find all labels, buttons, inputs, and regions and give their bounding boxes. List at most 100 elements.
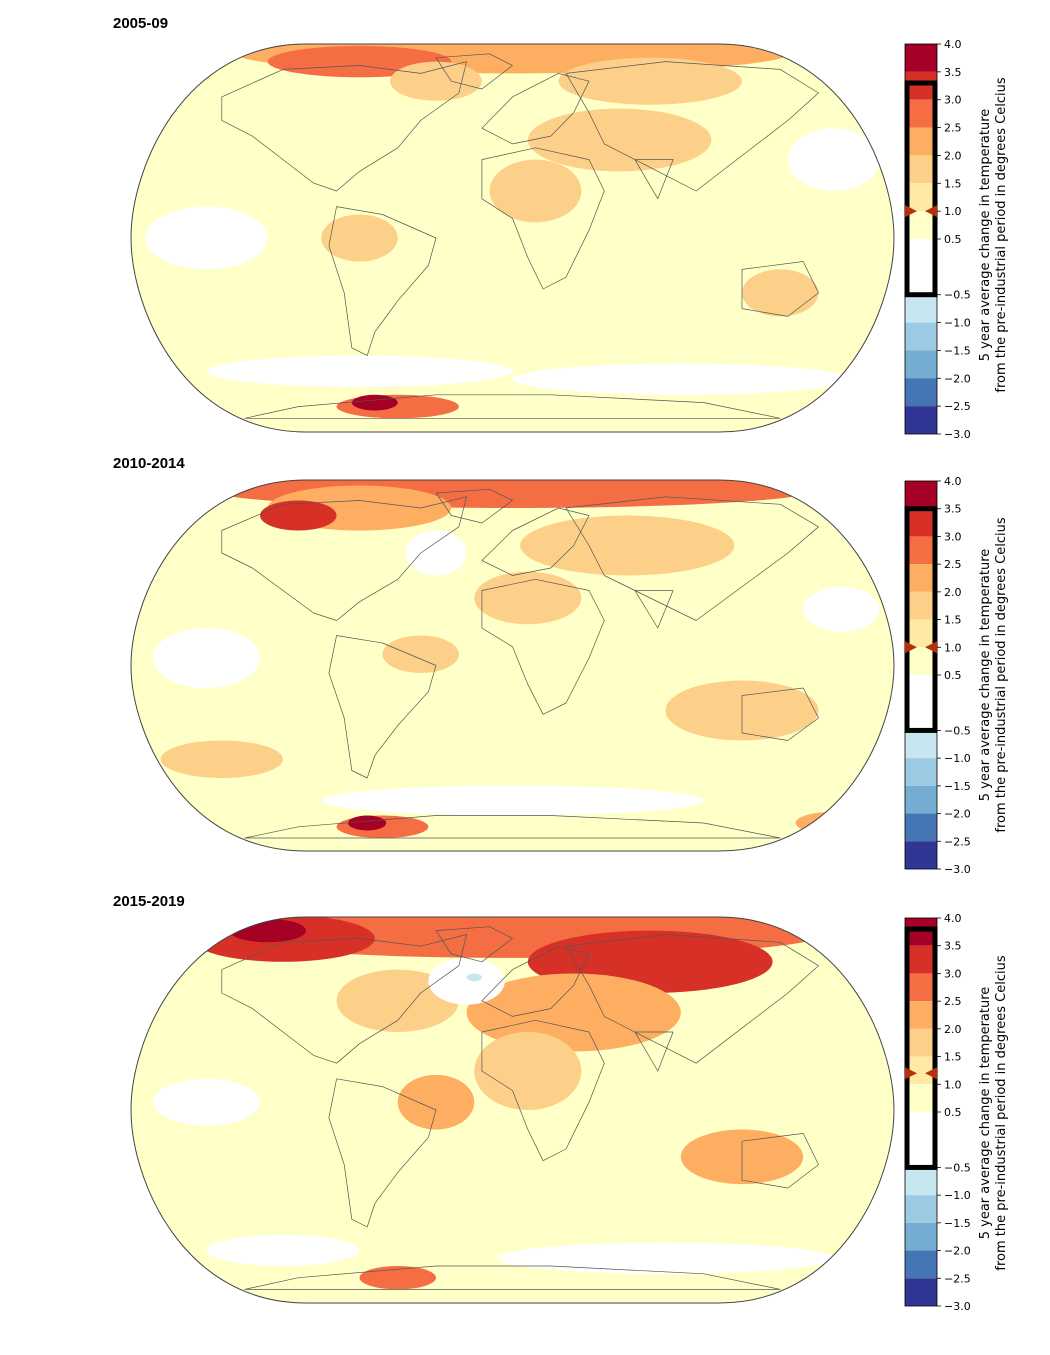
- colorbar-band: [905, 44, 937, 72]
- colorbar-band: [905, 675, 937, 731]
- continent-outline-africa: [481, 147, 605, 290]
- temperature-anomaly-region: [466, 973, 681, 1052]
- temperature-anomaly-region: [348, 815, 387, 831]
- temperature-anomaly-region: [558, 57, 742, 105]
- colorbar-tick-label: −2.0: [944, 808, 971, 821]
- colorbar-highlight-frame: [904, 926, 938, 1170]
- colorbar-tick-label: 1.5: [944, 1051, 962, 1064]
- temperature-anomaly-region: [152, 1078, 261, 1126]
- temperature-anomaly-region: [206, 355, 513, 387]
- colorbar-tick-label: 4.0: [944, 912, 962, 925]
- colorbar-tick-label: 3.0: [944, 967, 962, 980]
- colorbar-caption-line2: from the pre-industrial period in degree…: [994, 955, 1009, 1271]
- temperature-anomaly-region: [527, 108, 712, 172]
- colorbar-tick-label: 3.5: [944, 503, 962, 516]
- continent-outline-southAmerica: [328, 206, 437, 356]
- continent-outline-asia: [565, 934, 819, 1064]
- colorbar-tick-label: −1.0: [944, 1189, 971, 1202]
- colorbar-caption-line1: 5 year average change in temperature: [978, 986, 993, 1240]
- panel-2010-2014: 2010-2014 4.0 3.5 3.0 2.5 2.0 1.5 1.0 0.5 −0.5 −1…: [113, 455, 1035, 876]
- colorbar-tick-label: 1.0: [944, 1078, 962, 1091]
- colorbar-svg: 4.0 3.5 3.0 2.5 2.0 1.5 1.0 0.5 −0.5 −1.0 −1.5 −2.0…: [904, 38, 971, 441]
- colorbar-svg: 4.0 3.5 3.0 2.5 2.0 1.5 1.0 0.5 −0.5 −1.0 −1.5 −2.0…: [904, 912, 971, 1313]
- colorbar-band: [905, 183, 937, 212]
- colorbar-tick-label: 3.0: [944, 530, 962, 543]
- colorbar-marker-right: [925, 641, 937, 654]
- colorbar-band: [905, 619, 937, 648]
- colorbar-tick-label: 1.5: [944, 614, 962, 627]
- colorbar-tick-label: 2.0: [944, 1023, 962, 1036]
- temperature-anomaly-region: [474, 1032, 582, 1110]
- temperature-anomaly-region: [803, 586, 880, 632]
- temperature-anomaly-region: [160, 740, 283, 778]
- colorbar-band: [905, 647, 937, 675]
- colorbar-band: [905, 481, 937, 509]
- continent-outline-northAmerica: [221, 934, 467, 1064]
- continent-outline-antarctica: [244, 815, 781, 839]
- colorbar-band: [905, 294, 937, 323]
- continent-outline-antarctica: [244, 394, 781, 419]
- continent-outline-australia: [741, 687, 819, 741]
- colorbar-band: [905, 758, 937, 786]
- colorbar-tick-label: 1.5: [944, 177, 962, 190]
- temperature-anomaly-region: [489, 159, 582, 223]
- panel-title: 2005-09: [113, 15, 169, 32]
- continent-outline-greenland: [435, 53, 513, 90]
- colorbar-tick-label: 2.5: [944, 995, 962, 1008]
- map-border: [130, 43, 895, 433]
- colorbar-band: [905, 945, 937, 974]
- colorbar-band: [905, 813, 937, 842]
- colorbar: 4.0 3.5 3.0 2.5 2.0 1.5 1.0 0.5 −0.5 −1.0 −1.5 −2.0…: [904, 38, 1035, 441]
- colorbar-tick-label: −2.5: [944, 835, 971, 848]
- temperature-anomaly-region: [152, 628, 261, 688]
- colorbar-band: [905, 1250, 937, 1279]
- colorbar-tick-label: −1.0: [944, 752, 971, 765]
- panel-2005-09: 2005-09 4.0 3.5 3.0 2.5 2.0 1.5 1.0 0.5 −0.5 −1.0…: [0, 0, 1050, 441]
- colorbar-marker-right: [925, 1067, 937, 1080]
- temperature-anomaly-region: [520, 515, 735, 576]
- colorbar-band: [905, 730, 937, 759]
- colorbar-tick-label: −0.5: [944, 724, 971, 737]
- colorbar-tick-label: −2.5: [944, 400, 971, 413]
- temperature-anomaly-region: [474, 571, 582, 625]
- colorbar-band: [905, 564, 937, 592]
- colorbar-tick-label: 0.5: [944, 1106, 962, 1119]
- colorbar-marker-right: [925, 205, 937, 218]
- temperature-anomaly-region: [397, 1074, 475, 1130]
- colorbar-band: [905, 350, 937, 379]
- colorbar-svg: 4.0 3.5 3.0 2.5 2.0 1.5 1.0 0.5 −0.5 −1.0 −1.5 −2.0…: [904, 475, 971, 876]
- temperature-anomaly-region: [466, 973, 482, 982]
- colorbar-band: [905, 1001, 937, 1029]
- continent-outline-europe: [481, 73, 590, 145]
- map-border: [130, 916, 895, 1304]
- continent-outline-greenland: [435, 488, 513, 524]
- temperature-anomaly-region: [787, 128, 880, 191]
- temperature-anomaly-region: [145, 206, 268, 270]
- continent-outline-australia: [741, 261, 819, 317]
- colorbar-tick-label: 0.5: [944, 669, 962, 682]
- map-border: [130, 479, 895, 852]
- continent-outline-africa: [481, 578, 605, 715]
- colorbar-tick-label: 3.5: [944, 940, 962, 953]
- colorbar: 4.0 3.5 3.0 2.5 2.0 1.5 1.0 0.5 −0.5 −1.0 −1.5 −2.0…: [904, 912, 1035, 1313]
- continent-outline-southAmerica: [328, 635, 437, 779]
- colorbar-band: [905, 918, 937, 946]
- temperature-anomaly-region: [497, 1242, 834, 1274]
- colorbar-tick-label: 2.5: [944, 122, 962, 135]
- temperature-anomaly-region: [206, 1234, 360, 1266]
- colorbar-band: [905, 127, 937, 156]
- colorbar-tick-label: 4.0: [944, 475, 962, 488]
- continent-outline-india: [634, 159, 674, 200]
- colorbar-tick-label: −2.0: [944, 372, 971, 385]
- colorbar-tick-label: −0.5: [944, 289, 971, 302]
- temperature-anomaly-region: [428, 957, 505, 1005]
- colorbar-band: [905, 536, 937, 565]
- colorbar-band: [905, 508, 937, 537]
- temperature-anomaly-region: [321, 214, 398, 262]
- colorbar: 4.0 3.5 3.0 2.5 2.0 1.5 1.0 0.5 −0.5 −1.0 −1.5 −2.0…: [904, 475, 1035, 876]
- colorbar-band: [905, 1112, 937, 1168]
- colorbar-band: [905, 1195, 937, 1223]
- continent-outline-india: [634, 1031, 674, 1072]
- continent-outline-asia: [565, 61, 819, 192]
